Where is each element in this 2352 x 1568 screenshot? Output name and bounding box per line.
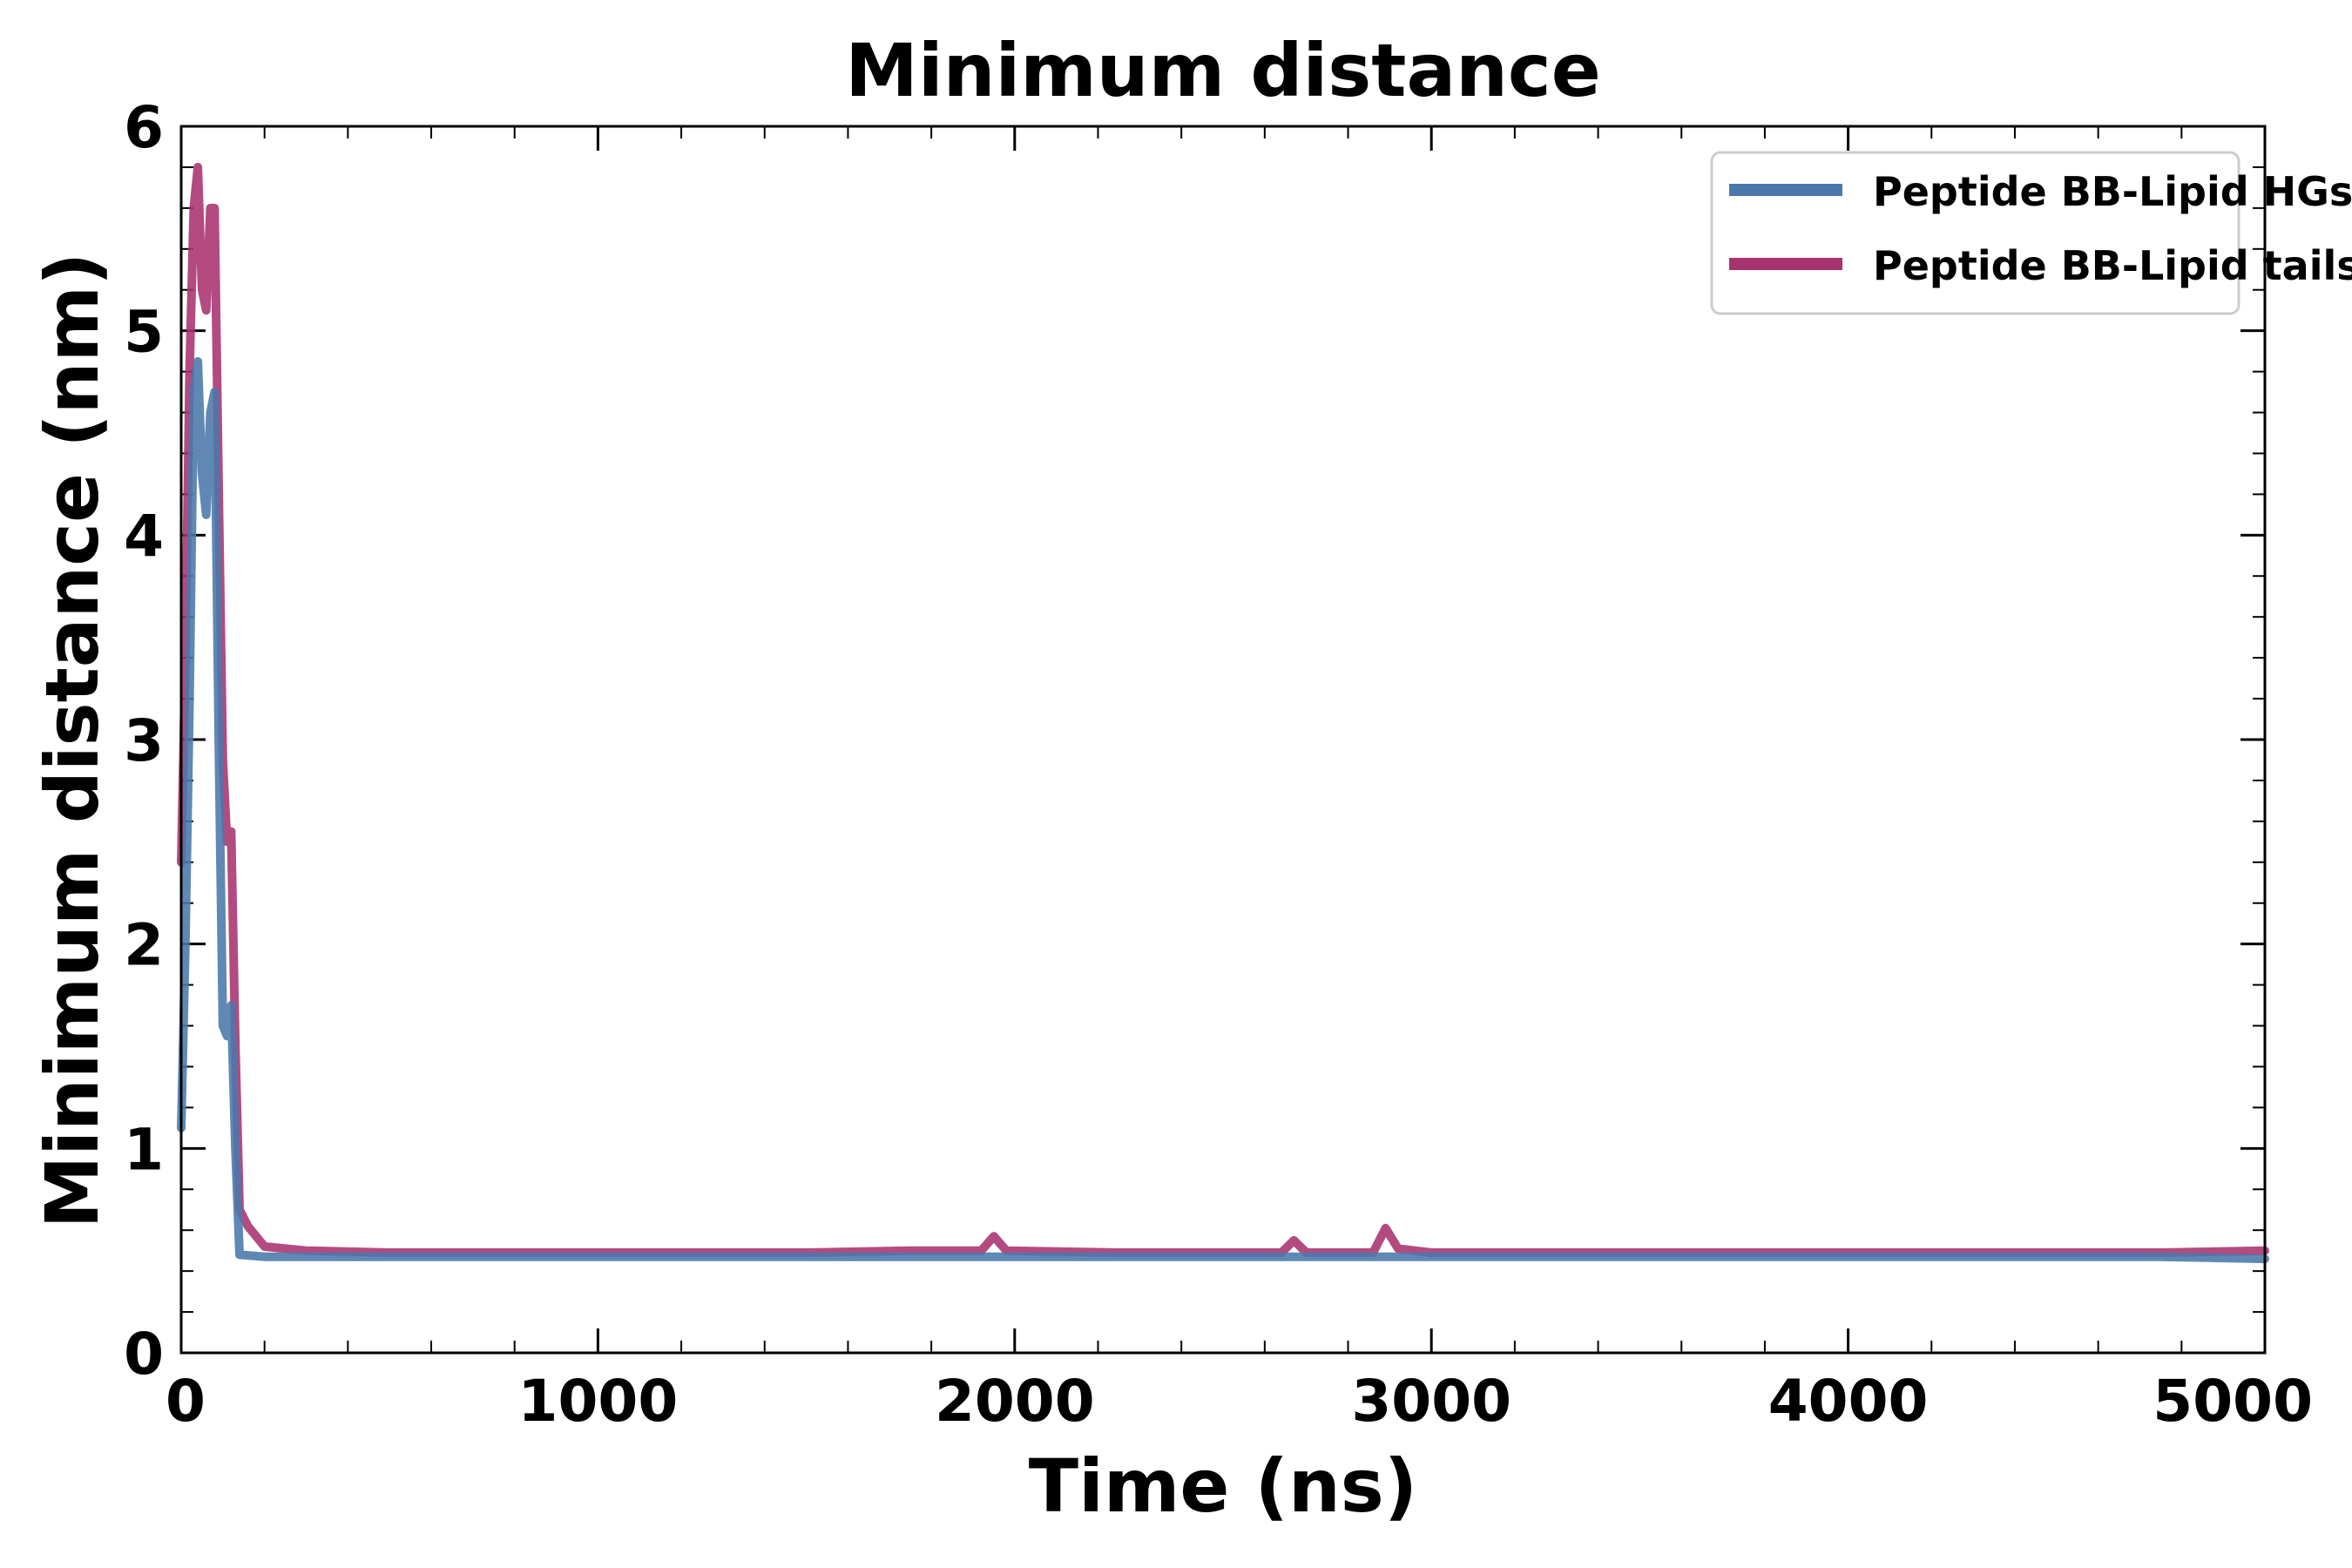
legend-label-tails: Peptide BB-Lipid tails: [1873, 242, 2352, 289]
x-tick-label: 5000: [2153, 1368, 2313, 1435]
y-tick-label: 1: [124, 1116, 164, 1183]
x-tick-label: 0: [166, 1368, 206, 1435]
chart-title: Minimum distance: [845, 28, 1600, 113]
y-tick-label: 5: [124, 299, 164, 366]
y-tick-label: 0: [124, 1321, 164, 1388]
series-layer: [177, 162, 2269, 1264]
series-line-1: [177, 162, 2269, 1257]
legend-label-hgs: Peptide BB-Lipid HGs: [1873, 168, 2352, 215]
y-tick-label: 3: [124, 707, 164, 774]
x-tick-label: 3000: [1351, 1368, 1511, 1435]
x-tick-label: 1000: [518, 1368, 679, 1435]
plot-frame: [179, 125, 2267, 1355]
legend-box: [1710, 151, 2240, 315]
x-tick-label: 2000: [935, 1368, 1095, 1435]
y-tick-labels: 0 1 2 3 4 5 6: [124, 94, 164, 1388]
x-axis-label: Time (ns): [1029, 1443, 1417, 1529]
y-tick-label: 2: [124, 912, 164, 979]
y-axis-label: Minimum distance (nm): [30, 253, 115, 1229]
x-tick-labels: 0 1000 2000 3000 4000 5000: [166, 1368, 2313, 1435]
series-line-0: [177, 356, 2269, 1264]
y-tick-label: 4: [124, 503, 164, 570]
y-tick-label: 6: [124, 94, 164, 161]
legend: Peptide BB-Lipid HGs Peptide BB-Lipid ta…: [1710, 151, 2352, 315]
x-tick-label: 4000: [1768, 1368, 1929, 1435]
